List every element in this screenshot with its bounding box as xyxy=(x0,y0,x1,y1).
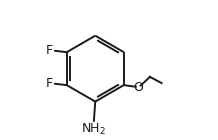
Text: F: F xyxy=(46,44,53,57)
Text: F: F xyxy=(46,77,53,90)
Text: NH$_2$: NH$_2$ xyxy=(81,122,106,137)
Text: O: O xyxy=(133,81,143,94)
